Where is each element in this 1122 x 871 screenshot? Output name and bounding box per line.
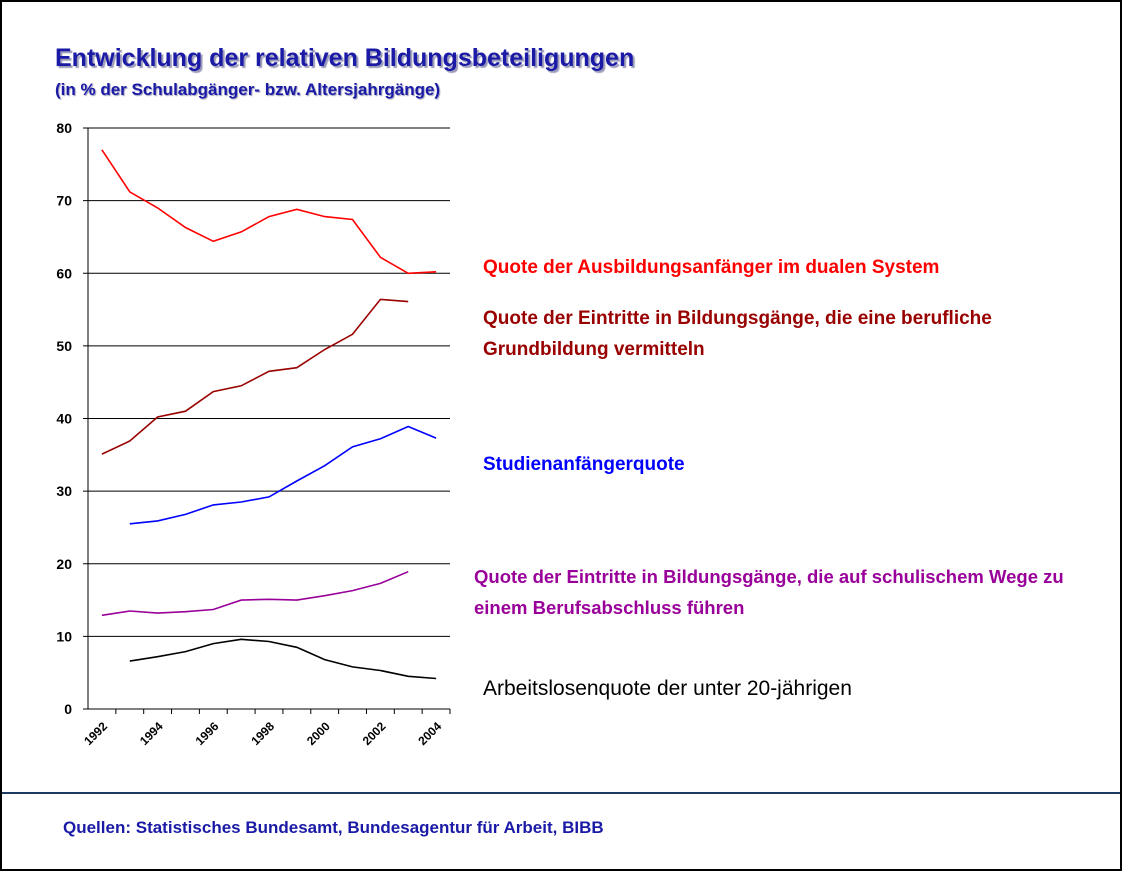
y-tick-label: 50: [56, 338, 72, 354]
series-line: [101, 149, 437, 275]
y-tick-label: 20: [56, 556, 72, 572]
series-line: [129, 425, 437, 525]
series-label: Quote der Eintritte in Bildungsgänge, di…: [474, 566, 1064, 618]
chart: 0 10 20 30 40 50 60 70 80 1992 1994 1996 1998 2000 200…: [56, 120, 451, 748]
x-tick-label: 1998: [248, 719, 277, 748]
series-line: [101, 570, 409, 617]
y-tick-label: 10: [56, 628, 72, 644]
series-label: Arbeitslosenquote der unter 20-jährigen: [483, 677, 852, 700]
series-line: [101, 298, 409, 455]
series-label: Quote der Eintritte in Bildungsgänge, di…: [483, 308, 992, 360]
y-tick-label: 80: [56, 120, 72, 136]
y-tick-label: 60: [56, 265, 72, 281]
chart-subtitle: (in % der Schulabgänger- bzw. Altersjahr…: [55, 80, 441, 99]
x-tick-label: 2002: [360, 719, 389, 748]
x-tick-label: 2004: [415, 719, 444, 748]
y-tick-label: 30: [56, 483, 72, 499]
x-tick-label: 1994: [137, 719, 166, 748]
source-note: Quellen: Statistisches Bundesamt, Bundes…: [63, 818, 604, 837]
separator: [2, 792, 1120, 794]
chart-title: Entwicklung der relativen Bildungsbeteil…: [55, 44, 635, 72]
x-tick-label: 1992: [81, 719, 110, 748]
x-tick-label: 1996: [193, 719, 222, 748]
series-line: [129, 638, 437, 680]
series-label: Studienanfängerquote: [483, 454, 685, 475]
y-tick-label: 70: [56, 193, 72, 209]
y-tick-label: 40: [56, 411, 72, 427]
y-tick-label: 0: [64, 701, 72, 717]
x-tick-label: 2000: [304, 719, 333, 748]
series-label: Quote der Ausbildungsanfänger im dualen …: [483, 257, 940, 278]
